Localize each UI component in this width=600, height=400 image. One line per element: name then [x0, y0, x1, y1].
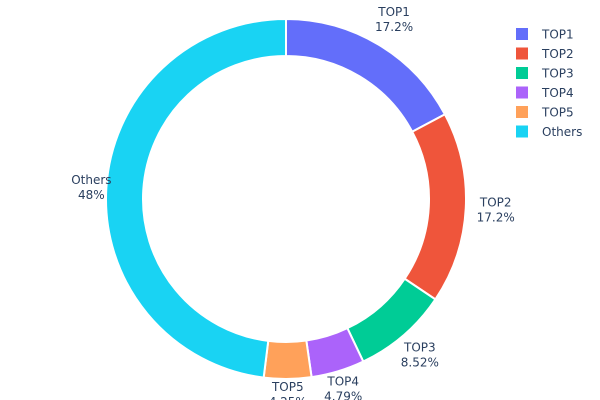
legend-item-top2[interactable]: TOP2 [516, 47, 574, 61]
slice-top1[interactable] [285, 17, 447, 134]
legend-label: TOP5 [541, 106, 574, 120]
legend-item-top3[interactable]: TOP3 [516, 67, 574, 81]
slice-label-others: Others 48% [71, 173, 111, 202]
legend-item-top4[interactable]: TOP4 [516, 86, 574, 100]
donut-slices [105, 17, 467, 380]
slice-label-value: 4.79% [324, 390, 362, 400]
legend-item-top1[interactable]: TOP1 [516, 28, 574, 42]
slice-others[interactable] [105, 17, 287, 379]
slice-label-top3: TOP3 8.52% [401, 340, 439, 369]
slice-label-name: TOP3 [403, 340, 436, 354]
slice-label-top5: TOP54.25% [269, 380, 307, 400]
legend-swatch [516, 106, 528, 118]
slice-label-value: 48% [78, 188, 105, 202]
slice-label-name: TOP4 [326, 375, 359, 389]
legend-item-top5[interactable]: TOP5 [516, 106, 574, 120]
slice-label-top1: TOP1 17.2% [375, 5, 413, 34]
slice-label-top4: TOP4 4.79% [324, 375, 362, 400]
slice-label-value: 17.2% [375, 20, 413, 34]
legend-swatch [516, 86, 528, 99]
legend-swatch [516, 125, 528, 138]
slice-label-name: TOP5 [271, 380, 304, 394]
slice-labels: TOP1 17.2%TOP2 17.2%TOP3 8.52%TOP4 4.79%TOP5… [71, 5, 515, 400]
legend-swatch [516, 47, 528, 60]
slice-label-name: TOP2 [479, 196, 512, 210]
legend-label: TOP2 [541, 47, 574, 61]
legend[interactable]: TOP1 TOP2 TOP3 TOP4 TOP5 Others [516, 28, 582, 140]
slice-label-value: 4.25% [269, 395, 307, 400]
legend-label: TOP1 [541, 28, 574, 42]
slice-label-name: Others [71, 173, 111, 187]
legend-swatch [516, 28, 528, 40]
slice-label-name: TOP1 [377, 5, 410, 19]
legend-label: TOP4 [541, 86, 574, 100]
slice-label-value: 8.52% [401, 355, 439, 369]
legend-label: TOP3 [541, 67, 574, 81]
legend-item-others[interactable]: Others [516, 125, 582, 139]
slice-top5[interactable] [262, 339, 313, 380]
legend-swatch [516, 67, 528, 79]
slice-top2[interactable] [403, 112, 467, 301]
slice-label-top2: TOP2 17.2% [477, 196, 515, 225]
legend-label: Others [542, 125, 582, 139]
slice-label-value: 17.2% [477, 211, 515, 225]
